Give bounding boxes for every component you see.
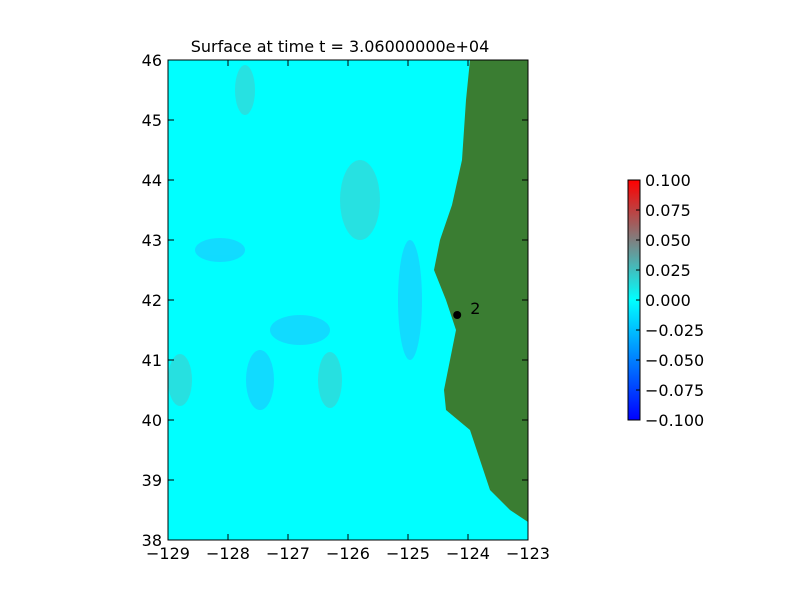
colorbar-tick-label: −0.100	[645, 411, 704, 430]
surface-texture	[168, 65, 422, 410]
colorbar-tick-label: 0.025	[645, 261, 691, 280]
y-tick-label: 43	[142, 231, 162, 250]
x-tick-label: −123	[506, 544, 550, 563]
colorbar-tick-label: −0.075	[645, 381, 704, 400]
x-tick-label: −127	[266, 544, 310, 563]
x-tick-label: −126	[326, 544, 370, 563]
colorbar-tick-label: 0.100	[645, 171, 691, 190]
x-tick-label: −125	[386, 544, 430, 563]
y-tick-label: 46	[142, 51, 162, 70]
colorbar-tick-label: −0.050	[645, 351, 704, 370]
colorbar-tick-label: 0.000	[645, 291, 691, 310]
colorbar-tick-label: 0.050	[645, 231, 691, 250]
x-tick-label: −128	[206, 544, 250, 563]
gauge-label: 2	[470, 299, 480, 318]
y-tick-label: 39	[142, 471, 162, 490]
land	[434, 60, 528, 522]
colorbar-tick-label: 0.075	[645, 201, 691, 220]
x-tick-label: −124	[446, 544, 490, 563]
gauge-point	[453, 311, 462, 319]
y-tick-label: 44	[142, 171, 162, 190]
y-tick-label: 41	[142, 351, 162, 370]
chart-title: Surface at time t = 3.06000000e+04	[191, 37, 490, 56]
colorbar-tick-label: −0.025	[645, 321, 704, 340]
map-field	[168, 60, 528, 540]
y-tick-label: 40	[142, 411, 162, 430]
x-tick-label: −129	[146, 544, 190, 563]
y-tick-label: 42	[142, 291, 162, 310]
y-tick-label: 45	[142, 111, 162, 130]
y-tick-label: 38	[142, 531, 162, 550]
